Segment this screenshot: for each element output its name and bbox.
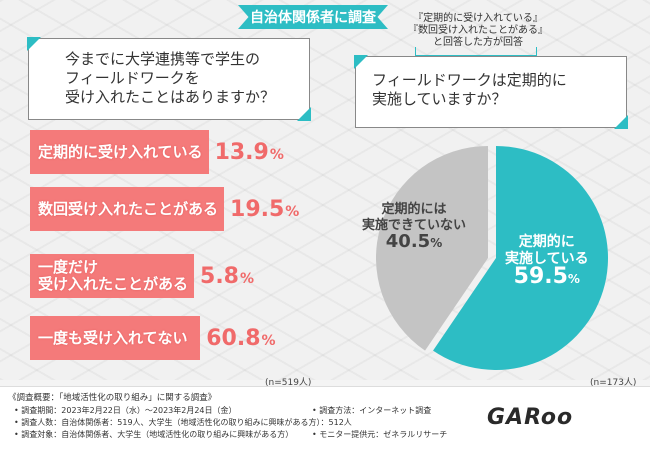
bar-label: 一度も受け入れてない <box>38 316 188 360</box>
bar-label: 一度だけ 受け入れたことがある <box>38 254 188 298</box>
pie-chart-sample-size: (n=173人) <box>590 378 637 388</box>
question1-corner-accent <box>27 37 41 51</box>
survey-footer: 《調査概要：「地域活性化の取り組み」に関する調査》 • 調査期間：2023年2月… <box>0 386 650 451</box>
bar-value-number: 19.5 <box>230 196 285 222</box>
bar-value-percent: % <box>269 147 284 163</box>
pie-label-line: 実施している <box>505 251 589 267</box>
survey-count: • 調査人数：自治体関係者：519人、大学生（地域活性化の取り組みに興味がある方… <box>14 418 352 427</box>
question2-corner-accent <box>354 55 368 69</box>
bar-label-line: 受け入れたことがある <box>38 275 189 293</box>
pie-value-label: 40.5% <box>362 231 466 252</box>
pie-slice <box>376 146 488 351</box>
survey-title: 《調査概要：「地域活性化の取り組み」に関する調査》 <box>8 393 217 403</box>
bar-value-percent: % <box>285 204 300 220</box>
bar-label-line: 一度だけ <box>38 258 99 276</box>
pie-value-percent: % <box>567 272 580 286</box>
bar-value-percent: % <box>240 271 255 287</box>
pie-label-line: 実施できていない <box>362 218 467 233</box>
survey-method: • 調査方法：インターネット調査 <box>312 406 432 415</box>
bar-value-label: 19.5% <box>230 187 299 231</box>
survey-target-badge: 自治体関係者に調査 <box>238 5 388 29</box>
survey-provider: • モニター提供元：ゼネラルリサーチ <box>312 430 448 439</box>
question2-line: フィールドワークは定期的に <box>372 71 567 89</box>
survey-period: • 調査期間：2023年2月22日（水）～2023年2月24日（金） <box>14 406 237 415</box>
bar-label: 数回受け入れたことがある <box>38 187 218 231</box>
survey-target: • 調査対象：自治体関係者、大学生（地域活性化の取り組みに興味がある方） <box>14 430 294 439</box>
bar <box>30 187 225 231</box>
question1-line: 受け入れたことはありますか？ <box>65 88 276 106</box>
pie-value-percent: % <box>430 236 443 250</box>
bar <box>30 316 201 360</box>
bar-chart-sample-size: (n=519人) <box>265 378 312 388</box>
question1-line: 今までに大学連携等で学生の <box>65 50 261 68</box>
question2-box: フィールドワークは定期的に 実施していますか？ <box>354 55 628 129</box>
callout-line: 『数回受け入れたことがある』 <box>408 25 548 36</box>
bar-value-number: 13.9 <box>214 139 269 165</box>
bar-label: 定期的に受け入れている <box>38 130 203 174</box>
pie-label-line: 定期的には <box>381 202 447 217</box>
pie-slice-label: 定期的に 実施している 59.5% <box>505 234 589 288</box>
callout-line: と回答した方が回答 <box>433 37 523 48</box>
callout-line: 『定期的に受け入れている』 <box>413 13 543 24</box>
pie-label-line: 定期的に <box>518 234 575 250</box>
bar-value-label: 60.8% <box>206 316 275 360</box>
question2-line: 実施していますか？ <box>372 90 507 108</box>
bar-value-label: 13.9% <box>215 130 284 174</box>
garoo-logo: GARoo <box>487 405 574 430</box>
bar-label-line: 一度も受け入れてない <box>38 328 188 347</box>
respondent-callout: 『定期的に受け入れている』 『数回受け入れたことがある』 と回答した方が回答 <box>398 13 558 49</box>
bar-value-label: 5.8% <box>200 254 254 298</box>
pie-slice <box>433 146 608 370</box>
bar <box>30 254 195 298</box>
question1-corner-accent <box>297 107 311 121</box>
pie-slice-label: 定期的には 実施できていない 40.5% <box>362 202 466 252</box>
bar-value-number: 5.8 <box>200 263 239 289</box>
pie-value-number: 59.5 <box>513 264 568 289</box>
bar-value-percent: % <box>261 333 276 349</box>
question1-box: 今までに大学連携等で学生の フィールドワークを 受け入れたことはありますか？ <box>27 37 311 121</box>
pie-value-number: 40.5 <box>385 231 431 252</box>
question2-corner-accent <box>614 115 628 129</box>
bar-value-number: 60.8 <box>206 325 261 351</box>
bar-label-line: 定期的に受け入れている <box>38 142 203 161</box>
bar <box>30 130 209 174</box>
pie-value-label: 59.5% <box>505 266 589 288</box>
question1-line: フィールドワークを <box>65 69 200 87</box>
bar-label-line: 数回受け入れたことがある <box>38 199 219 218</box>
